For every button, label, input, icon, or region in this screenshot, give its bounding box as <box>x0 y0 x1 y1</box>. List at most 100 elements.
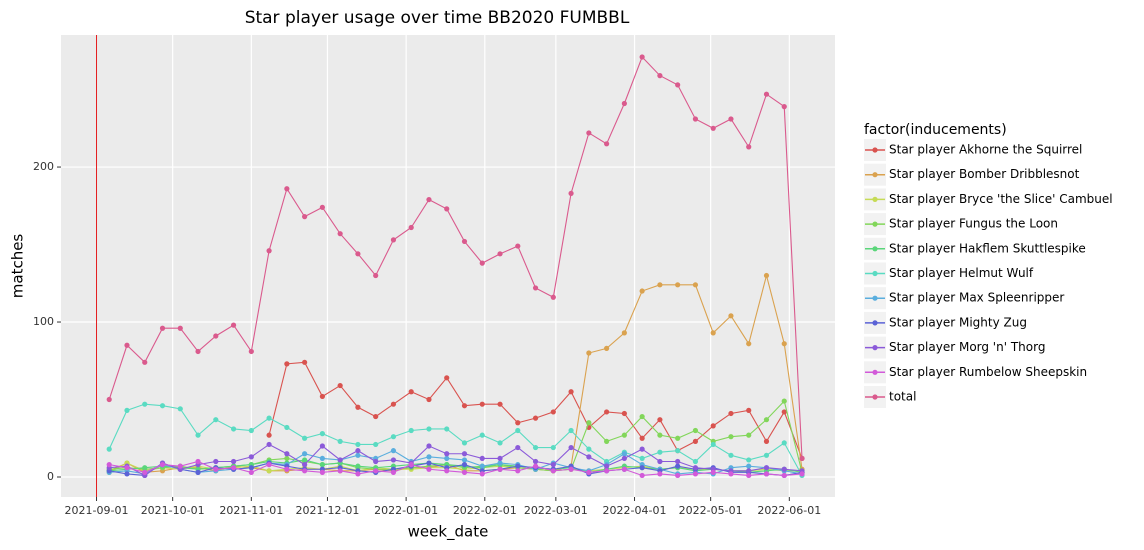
data-point <box>177 325 183 331</box>
data-point <box>515 243 521 249</box>
legend-key <box>872 320 878 326</box>
data-point <box>781 466 787 472</box>
data-point <box>550 444 556 451</box>
data-point <box>461 462 468 468</box>
data-point <box>319 443 325 449</box>
data-point <box>479 463 485 469</box>
data-point <box>497 251 503 257</box>
data-point <box>159 462 166 468</box>
data-point <box>746 468 752 474</box>
x-tick-label: 2022-03-01 <box>524 504 588 517</box>
data-point <box>550 462 556 468</box>
data-point <box>355 404 361 410</box>
data-point <box>248 454 254 460</box>
data-point <box>781 409 787 415</box>
data-point <box>621 330 627 336</box>
data-point <box>763 417 770 423</box>
data-point <box>426 196 432 203</box>
legend-key <box>872 246 878 252</box>
data-point <box>444 426 450 432</box>
data-point <box>124 407 130 413</box>
x-tick-label: 2022-06-01 <box>757 504 821 517</box>
data-point <box>781 341 787 347</box>
data-point <box>284 451 290 457</box>
data-point <box>586 420 592 426</box>
data-point <box>532 415 539 421</box>
data-point <box>124 465 130 471</box>
data-point <box>142 401 148 407</box>
data-point <box>479 455 485 462</box>
data-point <box>657 282 663 288</box>
data-point <box>728 116 734 122</box>
x-tick-label: 2022-01-01 <box>374 504 438 517</box>
data-point <box>479 260 485 266</box>
data-point <box>106 446 112 452</box>
data-point <box>639 465 645 471</box>
legend-label: Star player Hakflem Skuttlespike <box>889 241 1086 255</box>
data-point <box>408 427 414 434</box>
data-point <box>319 469 325 475</box>
data-point <box>337 468 343 474</box>
legend-key <box>872 295 878 301</box>
data-point <box>124 342 130 348</box>
data-point <box>266 248 272 254</box>
data-point <box>675 448 681 454</box>
legend-label: Star player Akhorne the Squirrel <box>889 143 1082 157</box>
data-point <box>230 426 237 432</box>
data-point <box>195 432 201 438</box>
data-point <box>248 427 254 434</box>
data-point <box>479 401 485 407</box>
data-point <box>781 104 787 110</box>
legend-title: factor(inducements) <box>864 122 1007 138</box>
y-axis-title: matches <box>9 234 27 299</box>
data-point <box>319 204 325 210</box>
data-point <box>195 348 201 355</box>
data-point <box>710 423 716 429</box>
data-point <box>479 432 485 438</box>
data-point <box>657 417 663 423</box>
y-tick-label: 200 <box>33 160 54 173</box>
data-point <box>763 91 770 97</box>
data-point <box>302 435 308 441</box>
data-point <box>390 448 397 454</box>
data-point <box>497 455 503 462</box>
data-point <box>426 466 432 472</box>
data-point <box>604 468 610 474</box>
data-point <box>373 272 379 279</box>
data-point <box>621 466 627 472</box>
data-point <box>302 462 308 468</box>
data-point <box>373 441 379 448</box>
data-point <box>799 455 805 462</box>
data-point <box>639 435 645 441</box>
data-point <box>675 458 681 465</box>
data-point <box>568 444 574 451</box>
data-point <box>639 455 645 462</box>
data-point <box>461 457 468 463</box>
legend-label: Star player Helmut Wulf <box>889 266 1034 280</box>
data-point <box>728 313 734 319</box>
data-point <box>461 238 468 245</box>
data-point <box>444 468 450 474</box>
data-point <box>675 472 681 479</box>
data-point <box>532 463 539 469</box>
data-point <box>639 472 645 479</box>
data-point <box>728 410 734 417</box>
data-point <box>550 409 556 415</box>
data-point <box>746 472 752 479</box>
data-point <box>355 463 361 469</box>
data-point <box>586 350 592 356</box>
data-point <box>444 375 450 381</box>
data-point <box>355 452 361 458</box>
data-point <box>195 469 201 475</box>
data-point <box>568 190 574 196</box>
data-point <box>692 438 699 444</box>
data-point <box>319 431 325 437</box>
data-point <box>710 469 716 475</box>
data-point <box>675 463 681 469</box>
data-point <box>746 144 752 150</box>
data-point <box>746 457 752 463</box>
data-point <box>675 435 681 441</box>
data-point <box>284 455 290 462</box>
data-point <box>106 462 112 468</box>
